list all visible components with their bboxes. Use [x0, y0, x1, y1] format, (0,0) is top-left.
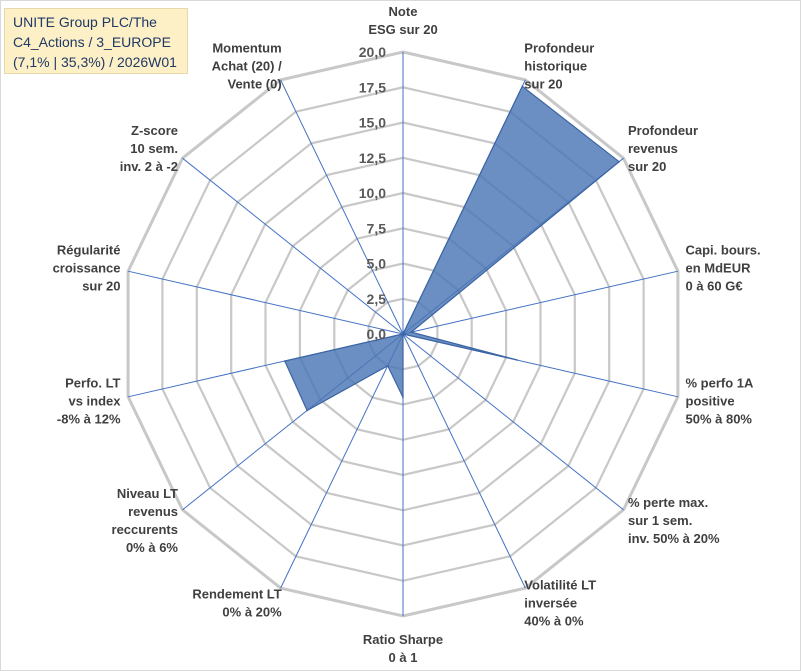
axis-label-10-line-2: -8% à 12%: [57, 411, 121, 426]
tick-label-4: 10,0: [359, 185, 386, 201]
axis-label-7-line-0: Ratio Sharpe: [363, 632, 443, 647]
axis-label-4-line-2: 50% à 80%: [686, 411, 753, 426]
axis-label-8-line-1: 0% à 20%: [222, 605, 282, 620]
axis-spoke-12: [182, 157, 404, 335]
axis-label-6-line-1: inversée: [524, 596, 577, 611]
axis-label-6-line-0: Volatilité LT: [524, 578, 596, 593]
axis-label-5-line-0: % perte max.: [628, 495, 708, 510]
axis-label-5-line-1: sur 1 sem.: [628, 513, 692, 528]
axis-spoke-5: [402, 333, 624, 511]
axis-label-10-line-0: Perfo. LT: [65, 375, 120, 390]
axis-label-13-line-2: Vente (0): [228, 77, 282, 92]
tick-label-1: 2,5: [367, 291, 387, 307]
axis-label-7-line-1: 0 à 1: [389, 650, 418, 665]
radar-series: [283, 85, 621, 412]
tick-label-7: 17,5: [359, 79, 386, 95]
axis-label-12-line-2: inv. 2 à -2: [120, 159, 178, 174]
axis-label-9-line-3: 0% à 6%: [126, 540, 178, 555]
axis-label-11-line-1: croissance: [53, 261, 121, 276]
axis-label-13-line-1: Achat (20) /: [212, 59, 282, 74]
series-area: [283, 85, 621, 412]
axis-spoke-8: [280, 333, 404, 589]
radar-axis-labels: Note ESG sur 20 Profondeur historique sur 20…: [53, 4, 761, 665]
chart-title-line-3: (7,1% | 35,3%) / 2026W01: [13, 54, 177, 70]
data-point-13: [402, 333, 404, 335]
axis-label-1-line-0: Profondeur: [524, 41, 594, 56]
data-point-4: [516, 359, 518, 361]
axis-label-9-line-1: revenus: [128, 504, 178, 519]
axis-label-0-line-0: Note: [389, 4, 418, 19]
axis-label-11-line-0: Régularité: [57, 243, 121, 258]
axis-label-10-line-1: vs index: [68, 393, 121, 408]
axis-label-13-line-0: Momentum: [212, 41, 281, 56]
axis-label-12-line-0: Z-score: [131, 123, 178, 138]
axis-label-11-line-2: sur 20: [82, 279, 120, 294]
axis-label-4-line-1: positive: [686, 393, 735, 408]
data-point-7: [402, 396, 404, 399]
axis-label-4-line-0: % perfo 1A: [686, 375, 755, 390]
axis-label-5-line-2: inv. 50% à 20%: [628, 531, 720, 546]
data-point-8: [386, 365, 389, 367]
tick-label-5: 12,5: [359, 150, 386, 166]
axis-label-2-line-1: revenus: [628, 141, 678, 156]
axis-label-9-line-2: reccurents: [112, 522, 178, 537]
tick-label-2: 5,0: [367, 256, 387, 272]
data-point-9: [306, 409, 308, 412]
data-point-2: [618, 160, 620, 163]
data-point-3: [410, 331, 413, 333]
axis-label-2-line-2: sur 20: [628, 159, 666, 174]
axis-label-1-line-2: sur 20: [524, 77, 562, 92]
axis-spoke-11: [127, 270, 404, 335]
axis-label-3-line-2: 0 à 60 G€: [686, 279, 743, 294]
data-point-10: [284, 360, 286, 362]
axis-spoke-6: [402, 333, 526, 589]
axis-label-2-line-0: Profondeur: [628, 123, 698, 138]
axis-spoke-3: [402, 270, 679, 335]
axis-label-0-line-1: ESG sur 20: [368, 22, 437, 37]
axis-label-1-line-1: historique: [524, 59, 587, 74]
tick-label-0: 0,0: [367, 326, 387, 342]
chart-title-line-1: UNITE Group PLC/The: [13, 14, 157, 30]
axis-label-6-line-2: 40% à 0%: [524, 614, 584, 629]
axis-label-12-line-1: 10 sem.: [130, 141, 178, 156]
tick-label-8: 20,0: [359, 44, 386, 60]
axis-label-3-line-1: en MdEUR: [686, 261, 752, 276]
chart-title-line-2: C4_Actions / 3_EUROPE: [13, 34, 171, 50]
chart-title-box: UNITE Group PLC/The C4_Actions / 3_EUROP…: [4, 8, 188, 74]
axis-spoke-13: [280, 79, 404, 335]
axis-label-3-line-0: Capi. bours.: [686, 243, 761, 258]
tick-label-6: 15,0: [359, 115, 386, 131]
radar-tick-labels: 0,0 2,5 5,0 7,5 10,0 12,5 15,0 17,5 20,0: [359, 44, 386, 342]
data-point-1: [521, 85, 524, 88]
tick-label-3: 7,5: [367, 220, 387, 236]
axis-label-9-line-0: Niveau LT: [117, 486, 178, 501]
axis-label-8-line-0: Rendement LT: [192, 587, 281, 602]
